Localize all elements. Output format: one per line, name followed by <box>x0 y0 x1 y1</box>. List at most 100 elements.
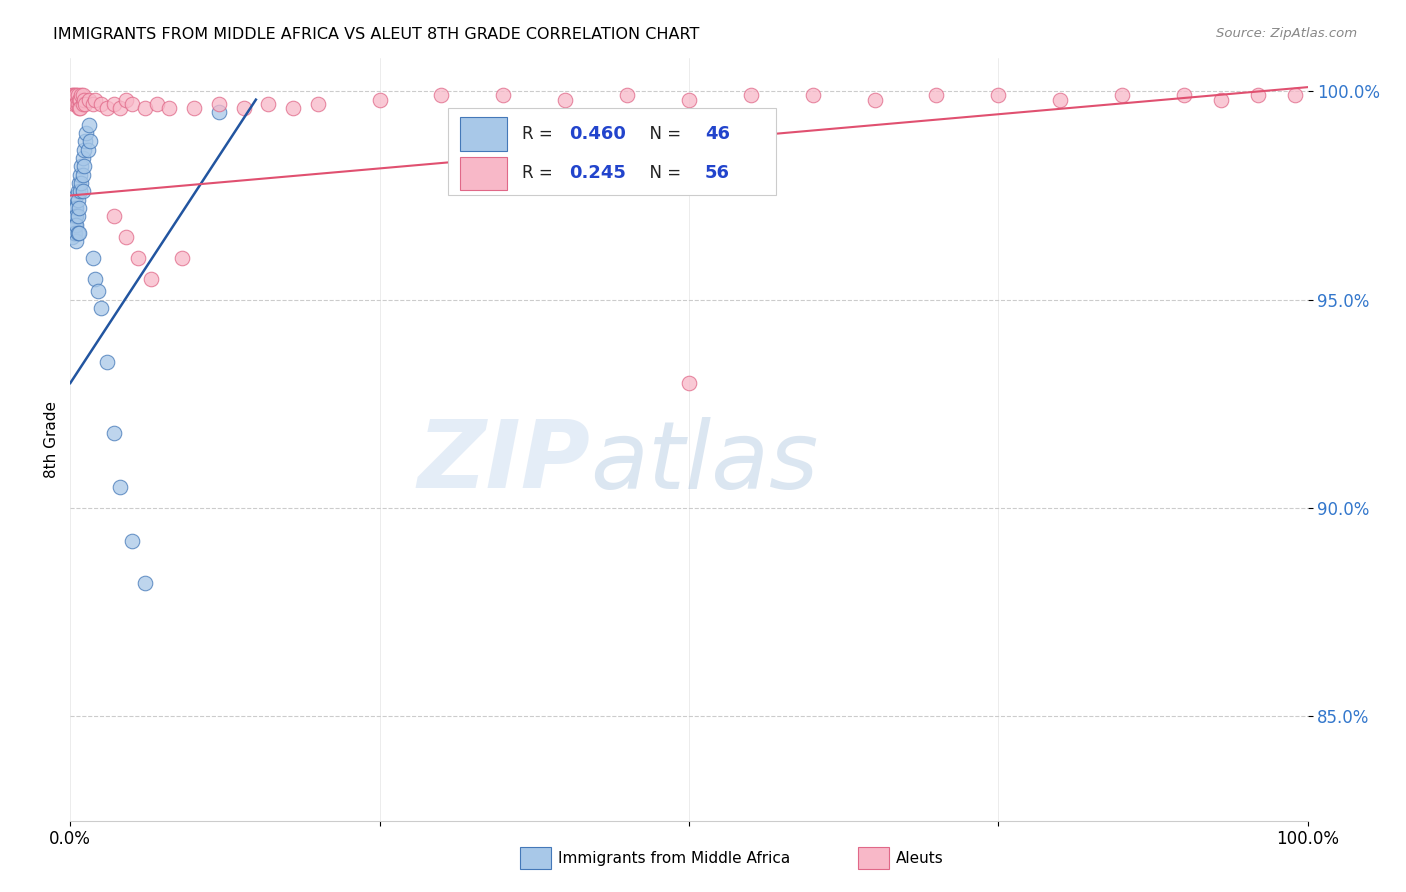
Point <box>86 285 108 299</box>
Point <box>72 151 94 165</box>
Point <box>616 88 638 103</box>
Point <box>90 301 112 315</box>
Point <box>62 88 84 103</box>
Point <box>170 251 193 265</box>
Point <box>66 96 89 111</box>
Text: 46: 46 <box>704 125 730 143</box>
Point <box>70 88 93 103</box>
Text: Source: ZipAtlas.com: Source: ZipAtlas.com <box>1216 27 1357 40</box>
FancyBboxPatch shape <box>447 108 776 195</box>
Point <box>281 101 304 115</box>
Point <box>1209 93 1232 107</box>
Point <box>72 96 94 111</box>
Point <box>368 93 391 107</box>
Point <box>63 213 86 227</box>
Point <box>1247 88 1270 103</box>
Text: Immigrants from Middle Africa: Immigrants from Middle Africa <box>558 851 790 865</box>
Point <box>69 101 91 115</box>
Point <box>1173 88 1195 103</box>
Point <box>65 93 87 107</box>
Point <box>863 93 886 107</box>
Point <box>139 272 162 286</box>
Point <box>96 355 118 369</box>
Point <box>73 143 96 157</box>
Point <box>75 126 97 140</box>
Point <box>66 226 89 240</box>
Point <box>70 176 93 190</box>
Point <box>84 93 107 107</box>
FancyBboxPatch shape <box>460 117 508 151</box>
Point <box>66 193 89 207</box>
Point <box>65 218 87 232</box>
Point <box>63 93 86 107</box>
Point <box>66 210 89 224</box>
Point <box>115 230 138 244</box>
Point <box>65 210 87 224</box>
Point <box>134 101 156 115</box>
Point <box>232 101 254 115</box>
Point <box>65 201 87 215</box>
Point <box>1284 88 1306 103</box>
Point <box>63 210 86 224</box>
Point <box>69 185 91 199</box>
Point <box>65 210 87 224</box>
Point <box>67 101 90 115</box>
Point <box>678 376 700 390</box>
Text: 0.245: 0.245 <box>569 164 626 182</box>
Point <box>77 118 100 132</box>
Point <box>108 480 131 494</box>
Point <box>72 185 94 199</box>
Point <box>62 201 84 215</box>
Point <box>103 210 125 224</box>
Point <box>62 218 84 232</box>
Point <box>65 188 87 202</box>
Point <box>73 93 96 107</box>
Point <box>62 93 84 107</box>
Point <box>96 101 118 115</box>
Point <box>183 101 205 115</box>
Text: Aleuts: Aleuts <box>896 851 943 865</box>
Point <box>72 88 94 103</box>
Point <box>307 96 329 111</box>
Point <box>430 88 453 103</box>
Text: ZIP: ZIP <box>418 417 591 508</box>
Point <box>75 134 97 148</box>
Point <box>108 101 131 115</box>
Y-axis label: 8th Grade: 8th Grade <box>44 401 59 478</box>
Point <box>65 201 87 215</box>
Point <box>72 168 94 182</box>
Point <box>73 159 96 173</box>
Point <box>66 185 89 199</box>
Text: 0.460: 0.460 <box>569 125 626 143</box>
Point <box>103 425 125 440</box>
Point <box>69 93 91 107</box>
Text: IMMIGRANTS FROM MIDDLE AFRICA VS ALEUT 8TH GRADE CORRELATION CHART: IMMIGRANTS FROM MIDDLE AFRICA VS ALEUT 8… <box>53 27 700 42</box>
Point <box>82 96 104 111</box>
Point <box>82 251 104 265</box>
FancyBboxPatch shape <box>460 157 508 190</box>
Point <box>103 96 125 111</box>
Point <box>554 93 576 107</box>
Point <box>121 96 143 111</box>
Text: R =: R = <box>522 164 558 182</box>
Point <box>84 272 107 286</box>
Point <box>678 93 700 107</box>
Point <box>67 93 90 107</box>
Point <box>60 230 83 244</box>
Point <box>208 96 231 111</box>
Point <box>69 168 91 182</box>
Point <box>134 576 156 591</box>
Text: atlas: atlas <box>591 417 818 508</box>
Point <box>121 534 143 549</box>
Point <box>127 251 149 265</box>
Point <box>65 96 87 111</box>
Point <box>75 96 97 111</box>
Point <box>801 88 824 103</box>
Point <box>115 93 138 107</box>
Point <box>70 159 93 173</box>
Text: 56: 56 <box>704 164 730 182</box>
Point <box>60 88 83 103</box>
Point <box>146 96 169 111</box>
Point <box>925 88 948 103</box>
Point <box>65 235 87 249</box>
